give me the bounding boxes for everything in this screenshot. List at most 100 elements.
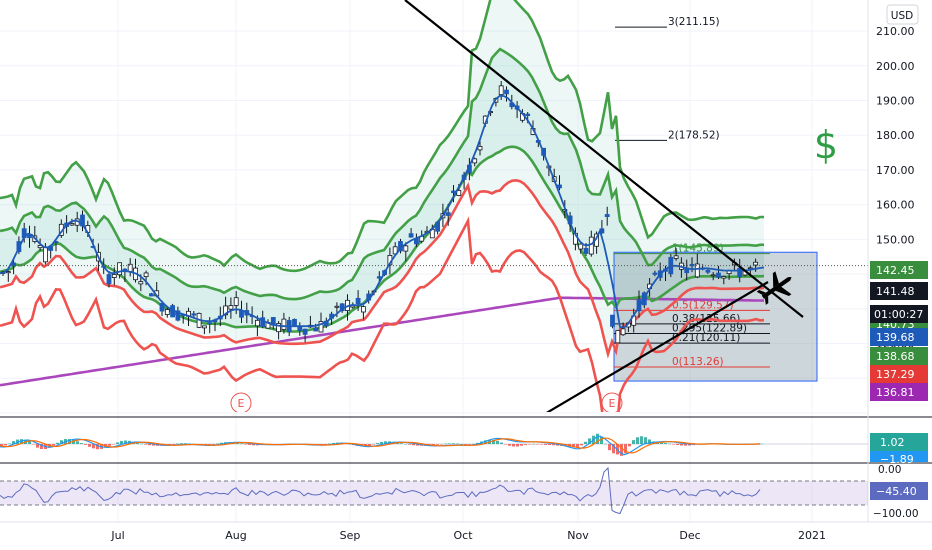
price-badge-value: 139.68	[876, 331, 915, 344]
macd-bar	[508, 444, 511, 446]
fib-level-label: 0.5(129.57)	[672, 299, 734, 311]
macd-bar	[168, 444, 171, 445]
macd-bar	[604, 443, 607, 445]
candle	[710, 271, 716, 281]
time-axis-label: Jul	[110, 529, 124, 542]
candle	[408, 228, 414, 238]
macd-pane[interactable]	[0, 433, 868, 456]
price-ema	[0, 94, 765, 329]
candle	[106, 271, 112, 288]
candle	[610, 314, 615, 329]
candle	[27, 225, 32, 248]
macd-bar	[56, 442, 59, 444]
macd-bar	[324, 444, 327, 445]
macd-bar	[80, 443, 83, 444]
macd-bar	[432, 444, 435, 446]
macd-bar	[460, 443, 463, 445]
rsi-axis-label: −100.00	[873, 508, 919, 520]
candle	[318, 312, 324, 333]
price-badge-value: 142.45	[876, 264, 915, 277]
lower-band-red	[0, 216, 765, 412]
airplane-icon	[756, 271, 792, 305]
macd-bar	[72, 439, 75, 444]
macd-bar	[376, 443, 379, 444]
candle	[276, 321, 282, 340]
macd-bar	[32, 444, 35, 445]
candle	[148, 292, 154, 297]
currency-label[interactable]: USD	[886, 4, 919, 25]
macd-bar	[620, 444, 623, 456]
macd-bar	[28, 441, 31, 444]
macd-bar	[368, 444, 371, 446]
macd-bar	[124, 440, 127, 444]
lower-band-inner	[0, 145, 765, 333]
macd-line	[0, 435, 761, 456]
macd-bar	[84, 444, 87, 445]
price-badge-value: 141.48	[876, 285, 915, 298]
candle	[228, 297, 234, 319]
price-badge: 139.68	[870, 328, 928, 346]
price-badge: 138.68	[870, 347, 928, 365]
candle	[117, 262, 122, 279]
macd-bar	[552, 444, 555, 446]
earnings-marker-label: E	[609, 397, 616, 410]
time-axis-label: Nov	[567, 529, 589, 542]
price-axis-label: 160.00	[876, 199, 915, 212]
price-axis-label: 150.00	[876, 233, 915, 246]
macd-bar	[520, 444, 523, 446]
macd-bar	[516, 444, 519, 447]
macd-bar	[760, 443, 763, 445]
macd-signal-badge: −1.89	[870, 451, 928, 466]
macd-bar	[236, 442, 239, 444]
macd-bar	[216, 443, 219, 445]
candle	[175, 306, 181, 322]
macd-bar	[36, 444, 39, 448]
candle	[694, 253, 700, 279]
upper-band-inner	[0, 47, 765, 301]
earnings-marker[interactable]: E	[230, 392, 252, 413]
macd-bar	[680, 444, 683, 446]
macd-bar	[448, 443, 451, 444]
macd-bar	[416, 444, 419, 446]
macd-bar	[528, 444, 531, 445]
macd-bar	[380, 441, 383, 444]
trendline-descending[interactable]	[404, 0, 804, 318]
price-badges: 142.45141.48140.73139.68138.68137.29136.…	[870, 261, 928, 401]
macd-bar	[208, 444, 211, 445]
macd-bar	[636, 437, 639, 444]
candle	[207, 317, 213, 334]
fib-level-label: 2(178.52)	[668, 129, 720, 141]
macd-bar	[68, 439, 71, 444]
macd-bar	[524, 444, 527, 445]
macd-bar	[404, 443, 407, 445]
price-badge-value: 136.81	[876, 386, 915, 399]
time-axis[interactable]: Jul Aug Sep Oct Nov Dec 2021	[110, 529, 826, 542]
macd-bar	[640, 436, 643, 444]
price-axis-label: 210.00	[876, 25, 915, 38]
macd-bar	[384, 441, 387, 444]
macd-bar	[108, 444, 111, 446]
trendline-ascending[interactable]	[538, 281, 769, 418]
macd-bar	[180, 443, 183, 444]
candle	[302, 328, 308, 343]
rsi-pane[interactable]	[0, 466, 868, 515]
candle	[355, 290, 361, 311]
macd-bar	[244, 444, 247, 445]
candle	[403, 242, 409, 262]
macd-bar	[688, 444, 691, 446]
upper-band-outer	[0, 0, 764, 273]
earnings-marker[interactable]: E	[601, 392, 623, 413]
fib-retracement-box[interactable]	[613, 251, 818, 382]
price-badge: 142.45	[870, 261, 928, 279]
macd-bar	[116, 442, 119, 444]
candle	[201, 325, 207, 335]
macd-bar	[12, 441, 15, 444]
candle	[578, 243, 584, 254]
candle	[721, 275, 727, 285]
macd-bar	[400, 443, 403, 444]
macd-bar	[52, 444, 55, 446]
macd-bar	[492, 439, 495, 444]
macd-bar	[0, 444, 3, 447]
macd-bar	[532, 443, 535, 445]
